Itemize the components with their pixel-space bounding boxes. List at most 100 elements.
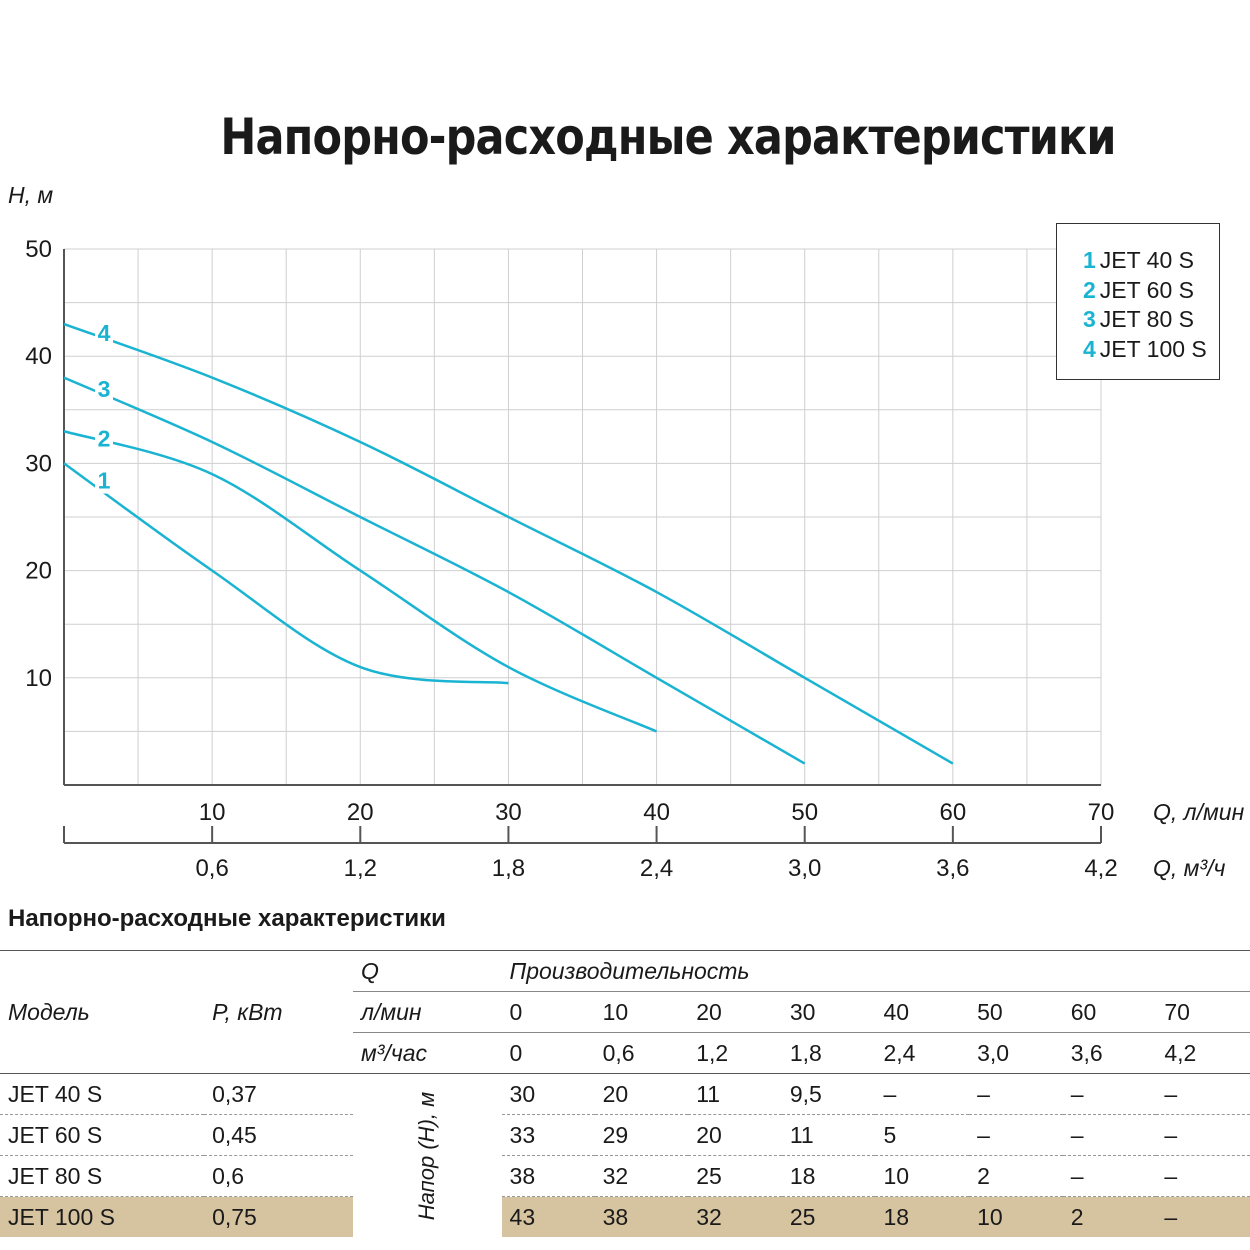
row-value: 20 xyxy=(688,1114,782,1156)
header-m3h-value: 1,2 xyxy=(688,1032,782,1074)
header-model: Модель xyxy=(8,998,90,1025)
curve-label-bg xyxy=(94,320,113,347)
row-value: – xyxy=(1062,1155,1157,1197)
legend-item-1: 1 JET 40 S xyxy=(1083,247,1194,273)
curve-label-1: 1 xyxy=(98,468,111,494)
x-tick-label: 10 xyxy=(199,799,226,826)
y-tick-label: 10 xyxy=(25,665,52,692)
row-value: – xyxy=(1156,1155,1250,1197)
header-m3h-value: 4,2 xyxy=(1156,1032,1250,1074)
row-value: 38 xyxy=(594,1196,689,1237)
curve-label-bg xyxy=(94,425,113,452)
row-value: 38 xyxy=(501,1155,595,1197)
header-productivity: Производительность xyxy=(501,950,1250,992)
curve-label-2: 2 xyxy=(98,426,111,452)
header-m3h-value: 3,6 xyxy=(1062,1032,1157,1074)
row-value: 33 xyxy=(501,1114,595,1156)
chart-legend: 1 JET 40 S 2 JET 60 S 3 JET 80 S 4 JET 100 S xyxy=(1056,223,1220,380)
header-m3h-value: 0 xyxy=(501,1032,595,1074)
row-model: JET 60 S xyxy=(0,1114,205,1156)
header-unit-m3h: м³/час xyxy=(353,1032,502,1074)
x-tick-label: 20 xyxy=(347,799,374,826)
y-tick-label: 20 xyxy=(25,558,52,585)
table-row-highlighted: JET 100 S 0,75 43 38 32 25 18 10 2 – xyxy=(0,1196,1250,1237)
x-tick-label: 40 xyxy=(643,799,670,826)
header-lmin-value: 60 xyxy=(1062,991,1157,1033)
performance-table: Q Производительность Модель P, кВт л/мин… xyxy=(0,950,1250,1237)
header-unit-lmin: л/мин xyxy=(353,991,502,1033)
y-tick-label: 50 xyxy=(25,236,52,263)
legend-item-4: 4 JET 100 S xyxy=(1083,335,1207,362)
y-axis-label: H, м xyxy=(8,182,53,208)
row-value: 43 xyxy=(501,1196,595,1237)
curve-label-4: 4 xyxy=(98,320,111,346)
row-value: – xyxy=(1062,1073,1157,1115)
curve-2 xyxy=(63,430,658,733)
header-lmin-value: 50 xyxy=(969,991,1063,1033)
header-lmin-value: 30 xyxy=(781,991,876,1033)
row-value: 25 xyxy=(688,1155,782,1197)
chart-title: Напорно-расходные характеристики xyxy=(220,108,1116,166)
y-tick-label: 30 xyxy=(25,450,52,477)
row-value: – xyxy=(969,1073,1063,1115)
x2-axis-label: Q, м³/ч xyxy=(1153,855,1225,881)
row-value: 10 xyxy=(875,1155,970,1197)
header-q: Q xyxy=(353,950,502,992)
curve-label-bg xyxy=(94,376,113,403)
x2-tick-label: 1,8 xyxy=(492,855,525,882)
row-value: 29 xyxy=(594,1114,689,1156)
table-header-row-m3h: м³/час 0 0,6 1,2 1,8 2,4 3,0 3,6 4,2 xyxy=(0,1032,1250,1074)
y-tick-label: 40 xyxy=(25,343,52,370)
table-title: Напорно-расходные характеристики xyxy=(8,905,446,932)
curve-3 xyxy=(63,376,806,765)
x2-tick-label: 4,2 xyxy=(1084,855,1117,882)
x-axis-label: Q, л/мин xyxy=(1153,799,1245,825)
head-label-cell: Напор (H), м xyxy=(353,1074,502,1238)
row-value: 5 xyxy=(875,1114,970,1156)
header-lmin-value: 10 xyxy=(594,991,689,1033)
row-power: 0,37 xyxy=(204,1073,353,1115)
legend-item-3: 3 JET 80 S xyxy=(1083,306,1194,332)
row-value: – xyxy=(875,1073,970,1115)
x2-tick-label: 0,6 xyxy=(195,855,228,882)
table-row: JET 40 S 0,37 Напор (H), м 30 20 11 9,5 … xyxy=(0,1073,1250,1220)
pump-curve-chart: 10 20 30 40 50 H, м 10 20 30 40 50 60 70 Q, л/мин 0,6 1… xyxy=(8,182,1245,882)
row-value: – xyxy=(1156,1114,1250,1156)
head-label: Напор (H), м xyxy=(414,1091,440,1220)
row-power: 0,75 xyxy=(204,1196,353,1237)
curve-1 xyxy=(63,462,509,685)
x-tick-label: 30 xyxy=(495,799,522,826)
header-m3h-value: 1,8 xyxy=(781,1032,876,1074)
row-model: JET 100 S xyxy=(0,1196,205,1237)
row-model: JET 40 S xyxy=(0,1073,205,1115)
row-value: 18 xyxy=(875,1196,970,1237)
curve-label-bg xyxy=(94,467,113,494)
table-row: JET 60 S 0,45 33 29 20 11 5 – – – xyxy=(0,1114,1250,1156)
table-header-row-lmin: Модель P, кВт л/мин 0 10 20 30 40 50 60 … xyxy=(0,991,1250,1033)
x-tick-label: 50 xyxy=(791,799,818,826)
x2-tick-label: 3,0 xyxy=(788,855,821,882)
x2-tick-label: 1,2 xyxy=(344,855,377,882)
row-value: 11 xyxy=(781,1114,876,1156)
row-value: 30 xyxy=(501,1073,595,1115)
curve-label-3: 3 xyxy=(98,376,111,402)
row-model: JET 80 S xyxy=(0,1155,205,1197)
table-header-row-q: Q Производительность xyxy=(0,950,1250,992)
table-row: JET 80 S 0,6 38 32 25 18 10 2 – – xyxy=(0,1155,1250,1197)
row-value: – xyxy=(969,1114,1063,1156)
x-tick-label: 60 xyxy=(940,799,967,826)
row-value: 18 xyxy=(781,1155,876,1197)
header-power: P, кВт xyxy=(212,998,283,1025)
x-tick-label: 70 xyxy=(1088,799,1115,826)
header-lmin-value: 0 xyxy=(501,991,595,1033)
header-lmin-value: 70 xyxy=(1156,991,1250,1033)
header-m3h-value: 0,6 xyxy=(594,1032,689,1074)
row-value: – xyxy=(1062,1114,1157,1156)
curve-4 xyxy=(63,322,954,765)
x2-tick-label: 2,4 xyxy=(640,855,673,882)
row-value: 9,5 xyxy=(781,1073,876,1115)
row-value: – xyxy=(1156,1073,1250,1115)
row-value: 2 xyxy=(969,1155,1063,1197)
header-m3h-value: 3,0 xyxy=(969,1032,1063,1074)
row-value: 32 xyxy=(688,1196,782,1237)
